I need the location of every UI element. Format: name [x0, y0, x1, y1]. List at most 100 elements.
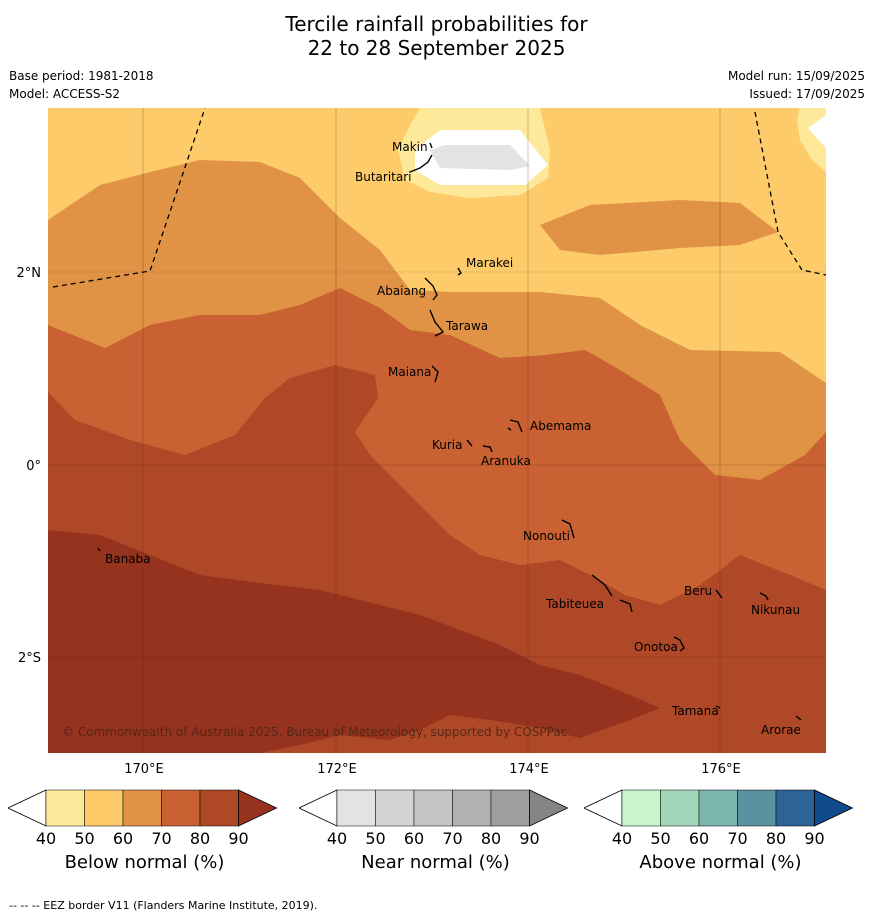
- lon-label-170e: 170°E: [124, 762, 164, 777]
- colorbar-tick-label: 70: [727, 829, 747, 848]
- island-abaiang: [424, 277, 438, 301]
- colorbar-high-extend: [814, 789, 854, 827]
- lon-label-176e: 176°E: [701, 762, 741, 777]
- island-tamana: [715, 705, 721, 709]
- colorbar-segment: [199, 789, 239, 827]
- label-nonouti: Nonouti: [523, 529, 570, 543]
- label-banaba: Banaba: [105, 552, 151, 566]
- chart-title: Tercile rainfall probabilities for 22 to…: [0, 12, 873, 60]
- colorbar-tick-label: 50: [74, 829, 94, 848]
- colorbar-low-extend: [299, 789, 338, 827]
- colorbar-tick-label: 60: [689, 829, 709, 848]
- colorbar-low-extend: [584, 789, 623, 827]
- title-line-1: Tercile rainfall probabilities for: [285, 12, 588, 36]
- colorbar-segment: [45, 789, 85, 827]
- label-tamana: Tamana: [671, 704, 719, 718]
- label-onotoa: Onotoa: [634, 640, 678, 654]
- colorbar-tick-label: 70: [442, 829, 462, 848]
- colorbar-tick-label: 70: [151, 829, 171, 848]
- colorbar-segment: [84, 789, 124, 827]
- label-tarawa: Tarawa: [445, 319, 488, 333]
- colorbar-tick-label: 80: [481, 829, 501, 848]
- colorbar-high-extend: [238, 789, 278, 827]
- model-name: Model: ACCESS-S2: [9, 87, 121, 101]
- label-aranuka: Aranuka: [481, 454, 531, 468]
- label-kuria: Kuria: [432, 438, 463, 452]
- island-beru: [715, 589, 723, 599]
- colorbar-segment: [490, 789, 530, 827]
- colorbar-segment: [336, 789, 376, 827]
- place-labels: Makin Butaritari Marakei Abaiang Tarawa …: [105, 140, 801, 737]
- label-tabiteuea: Tabiteuea: [545, 597, 604, 611]
- island-nonouti: [561, 519, 575, 539]
- colorbar-tick-label: 90: [804, 829, 824, 848]
- colorbar-high-extend: [529, 789, 569, 827]
- lat-label-2n: 2°N: [17, 266, 42, 281]
- island-tabiteuea: [591, 574, 633, 613]
- island-maiana: [431, 365, 439, 383]
- model-run-date: Model run: 15/09/2025: [727, 69, 865, 83]
- island-butaritari: [409, 154, 433, 173]
- colorbar-above-normal: 40 50 60 70 80 90: [584, 789, 854, 848]
- colorbar-segment: [413, 789, 453, 827]
- lat-label-2s: 2°S: [18, 651, 41, 666]
- label-makin: Makin: [392, 140, 428, 154]
- title-line-2: 22 to 28 September 2025: [307, 36, 566, 60]
- colorbar-label-above: Above normal (%): [639, 852, 802, 873]
- island-makin: [429, 142, 433, 149]
- lat-label-0: 0°: [26, 459, 41, 474]
- colorbar-tick-label: 90: [228, 829, 248, 848]
- colorbar-tick-label: 50: [650, 829, 670, 848]
- colorbar-low-extend: [8, 789, 47, 827]
- run-info: Model run: 15/09/2025 Issued: 17/09/2025: [728, 67, 865, 103]
- island-nikunau: [759, 592, 769, 601]
- lon-labels: 170°E 172°E 174°E 176°E: [124, 762, 741, 777]
- colorbar-tick-label: 60: [404, 829, 424, 848]
- colorbar-tick-label: 40: [612, 829, 632, 848]
- region-60-70-north: [540, 200, 778, 255]
- islands: [97, 142, 802, 721]
- colorbar-tick-label: 90: [519, 829, 539, 848]
- colorbar-segment: [621, 789, 661, 827]
- eez-borders: [52, 107, 827, 288]
- colorbar-segment: [660, 789, 700, 827]
- colorbar-segment: [122, 789, 162, 827]
- island-onotoa: [673, 636, 685, 652]
- colorbar-label-below: Below normal (%): [64, 852, 225, 873]
- colorbar-segment: [375, 789, 415, 827]
- label-butaritari: Butaritari: [355, 170, 412, 184]
- colorbar-near-normal: 40 50 60 70 80 90: [299, 789, 569, 848]
- island-marakei: [457, 267, 462, 276]
- island-abemama: [507, 419, 523, 433]
- island-kuria: [466, 439, 473, 447]
- label-maiana: Maiana: [388, 365, 431, 379]
- colorbar-label-near: Near normal (%): [361, 852, 510, 873]
- colorbar-tick-label: 40: [327, 829, 347, 848]
- island-aranuka: [482, 445, 493, 453]
- island-tarawa: [429, 309, 445, 337]
- label-abemama: Abemama: [530, 419, 591, 433]
- eez-footnote: -- -- -- EEZ border V11 (Flanders Marine…: [9, 899, 318, 912]
- model-info: Base period: 1981-2018 Model: ACCESS-S2: [9, 67, 154, 103]
- gridlines: [48, 108, 826, 753]
- lon-label-174e: 174°E: [509, 762, 549, 777]
- colorbar-segment: [737, 789, 777, 827]
- copyright-notice: © Commonwealth of Australia 2025, Bureau…: [62, 725, 567, 739]
- label-beru: Beru: [684, 584, 712, 598]
- lon-label-172e: 172°E: [317, 762, 357, 777]
- island-arorae: [795, 715, 802, 721]
- issued-date: Issued: 17/09/2025: [749, 87, 865, 101]
- colorbar-segment: [161, 789, 201, 827]
- label-marakei: Marakei: [466, 256, 513, 270]
- colorbar-below-normal: 40 50 60 70 80 90: [8, 789, 278, 848]
- region-90-plus: [48, 530, 660, 753]
- colorbar-tick-label: 80: [190, 829, 210, 848]
- colorbar-tick-label: 50: [365, 829, 385, 848]
- label-abaiang: Abaiang: [377, 284, 426, 298]
- colorbar-segment: [452, 789, 492, 827]
- colorbar-tick-label: 60: [113, 829, 133, 848]
- region-near-normal-ne: [808, 115, 826, 148]
- colorbar-segment: [698, 789, 738, 827]
- island-banaba: [97, 547, 101, 552]
- colorbar-segment: [775, 789, 815, 827]
